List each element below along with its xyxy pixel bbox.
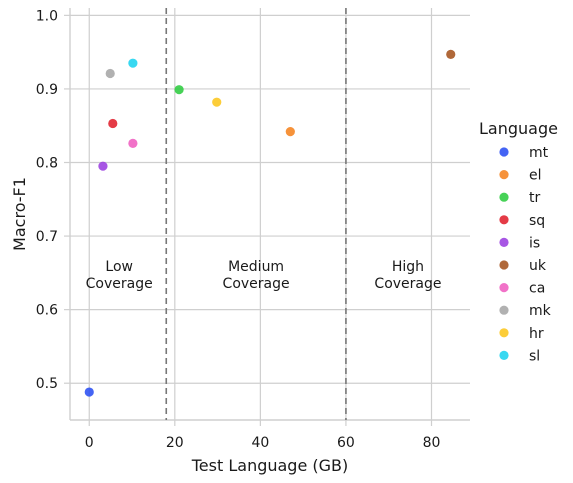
- y-tick-label: 0.5: [36, 376, 58, 392]
- grid: [70, 8, 470, 420]
- x-tick-label: 20: [166, 435, 184, 451]
- y-axis-label: Macro-F1: [10, 177, 29, 251]
- legend-items: mt el tr sq is uk ca mk hr sl: [499, 145, 552, 364]
- legend-label: mk: [529, 303, 552, 319]
- legend-marker-uk: [499, 260, 509, 270]
- data-point-hr: [212, 97, 222, 107]
- data-point-tr: [174, 85, 184, 95]
- legend-marker-hr: [499, 328, 509, 338]
- y-tick-label: 0.8: [36, 156, 58, 172]
- legend-title: Language: [479, 119, 558, 138]
- x-tick-label: 80: [423, 435, 441, 451]
- legend-label: mt: [529, 145, 549, 161]
- legend-marker-el: [499, 170, 509, 180]
- x-tick-label: 0: [85, 435, 94, 451]
- data-point-sl: [128, 58, 138, 68]
- legend-label: tr: [529, 190, 540, 206]
- y-tick-label: 0.9: [36, 82, 58, 98]
- legend-label: is: [529, 235, 540, 251]
- region-label: Medium: [228, 259, 284, 275]
- legend-label: el: [529, 168, 542, 184]
- legend-marker-mk: [499, 305, 509, 315]
- region-label: High: [392, 259, 424, 275]
- legend-marker-ca: [499, 283, 509, 293]
- data-point-is: [98, 161, 108, 171]
- region-label: Coverage: [374, 276, 441, 292]
- legend-label: uk: [529, 258, 547, 274]
- y-tick-label: 0.7: [36, 229, 58, 245]
- x-tick-label: 60: [337, 435, 355, 451]
- legend-label: sl: [529, 348, 540, 364]
- data-point-sq: [108, 118, 118, 129]
- legend-marker-tr: [499, 192, 509, 202]
- y-tick-label: 1.0: [36, 8, 58, 24]
- data-point-ca: [128, 138, 138, 148]
- legend-label: sq: [529, 213, 545, 229]
- legend-marker-is: [499, 237, 509, 247]
- data-point-el: [285, 127, 295, 137]
- region-label: Coverage: [86, 276, 153, 292]
- legend-marker-sl: [499, 350, 509, 360]
- x-axis-label: Test Language (GB): [191, 456, 349, 475]
- legend-label: ca: [529, 281, 545, 297]
- x-tick-label: 40: [251, 435, 269, 451]
- legend-marker-mt: [499, 147, 509, 157]
- data-points: [84, 49, 456, 397]
- data-point-mt: [84, 387, 94, 397]
- region-label: Low: [105, 259, 133, 275]
- legend: Language mt el tr sq is uk ca mk hr sl: [479, 119, 558, 364]
- legend-marker-sq: [499, 215, 509, 225]
- region-label: Coverage: [223, 276, 290, 292]
- axes: [64, 8, 470, 426]
- threshold-lines: [165, 8, 347, 420]
- x-tick-labels: 0 20 40 60 80: [85, 435, 441, 451]
- legend-label: hr: [529, 326, 544, 342]
- data-point-uk: [446, 49, 456, 59]
- data-point-mk: [105, 68, 115, 79]
- y-tick-label: 0.6: [36, 303, 58, 319]
- y-tick-labels: 0.5 0.6 0.7 0.8 0.9 1.0: [36, 8, 58, 392]
